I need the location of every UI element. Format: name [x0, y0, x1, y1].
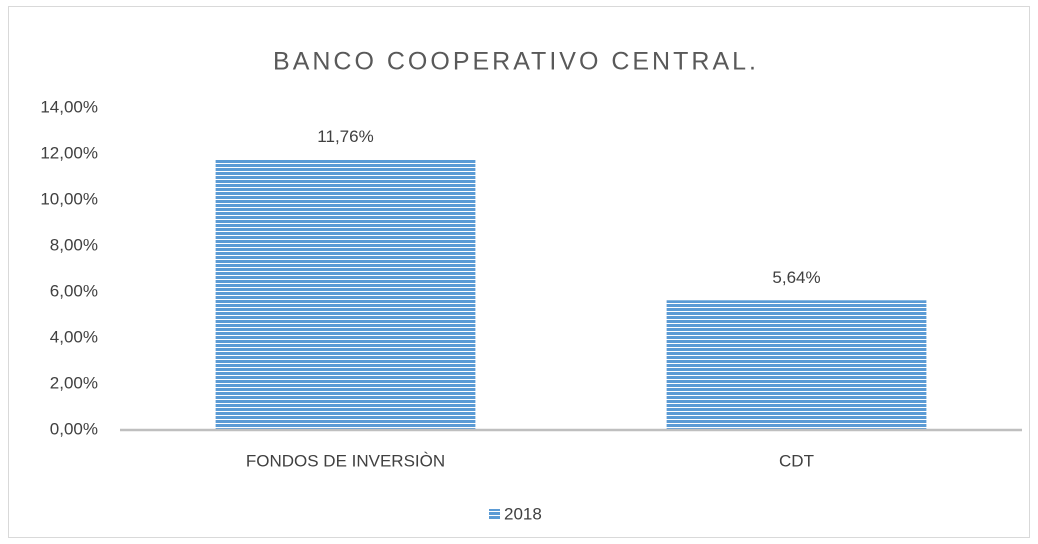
data-label: 5,64% — [772, 268, 820, 287]
y-tick-label: 14,00% — [40, 97, 98, 116]
legend-label: 2018 — [504, 504, 542, 523]
y-tick-label: 12,00% — [40, 143, 98, 162]
x-tick-label: CDT — [779, 451, 814, 470]
y-tick-label: 10,00% — [40, 189, 98, 208]
legend-swatch — [489, 509, 500, 520]
y-tick-label: 6,00% — [50, 281, 98, 300]
bar — [666, 300, 927, 430]
y-tick-label: 2,00% — [50, 373, 98, 392]
y-tick-label: 0,00% — [50, 419, 98, 438]
chart-title: BANCO COOPERATIVO CENTRAL. — [273, 48, 759, 76]
x-tick-label: FONDOS DE INVERSIÒN — [246, 451, 445, 470]
data-label: 11,76% — [317, 127, 373, 146]
y-tick-label: 8,00% — [50, 235, 98, 254]
chart-border — [8, 6, 1030, 538]
bar — [215, 159, 476, 430]
y-tick-label: 4,00% — [50, 327, 98, 346]
